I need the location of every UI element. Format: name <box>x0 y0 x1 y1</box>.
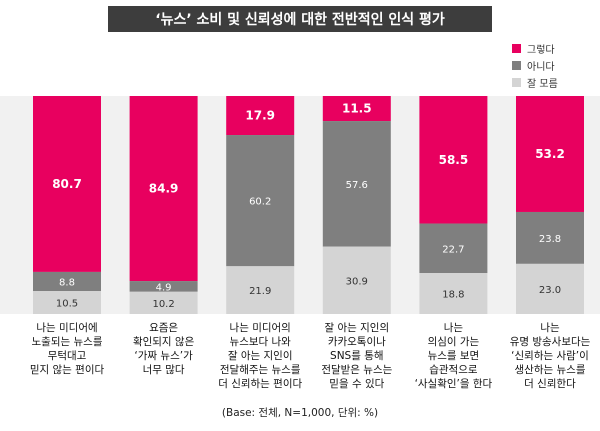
data-label-yes: 17.9 <box>245 109 275 123</box>
bar-segment-yes <box>129 96 198 282</box>
legend-item-no: 아니다 <box>512 57 558 74</box>
legend-item-unsure: 잘 모름 <box>512 74 558 91</box>
legend-label-no: 아니다 <box>527 62 555 73</box>
bar-segment-unsure <box>419 273 488 314</box>
data-label-unsure: 18.8 <box>442 290 464 301</box>
data-label-unsure: 10.2 <box>152 299 174 310</box>
bar-segment-unsure <box>516 263 584 314</box>
legend-item-yes: 그렇다 <box>512 40 558 57</box>
bar-segment-no <box>33 271 101 292</box>
category-label: 나는 의심이 가는 뉴스를 보면 습관적으로 ‘사실확인’을 한다 <box>414 322 493 390</box>
category-label: 나는 미디어에 노출되는 뉴스를 무턱대고 믿지 않는 편이다 <box>29 322 105 376</box>
category-label: 나는 미디어의 뉴스보다 나와 잘 아는 지인이 전달해주는 뉴스를 더 신뢰하… <box>218 322 303 390</box>
bar-segment-no <box>322 121 391 247</box>
chart-title: ‘뉴스’ 소비 및 신뢰성에 대한 전반적인 인식 평가 <box>108 6 492 32</box>
category-label: 잘 아는 지인의 카카오톡이나 SNS를 통해 전달받은 뉴스는 믿을 수 있다 <box>321 322 393 390</box>
category-label: 나는 유명 방송사보다는 ‘신뢰하는 사람’이 생산하는 뉴스를 더 신뢰한다 <box>509 322 591 390</box>
data-label-yes: 80.7 <box>52 177 82 191</box>
bar-segment-no <box>129 281 198 292</box>
legend-swatch-yes <box>512 44 521 53</box>
bar-segment-yes <box>419 96 488 224</box>
data-label-no: 60.2 <box>249 197 271 208</box>
data-label-no: 22.7 <box>442 244 464 255</box>
bar-segment-unsure <box>226 266 295 314</box>
bar-segment-unsure <box>322 246 391 314</box>
data-label-unsure: 30.9 <box>346 276 368 287</box>
legend: 그렇다 아니다 잘 모름 <box>512 40 558 91</box>
data-label-yes: 58.5 <box>439 153 469 167</box>
category-label: 요즘은 확인되지 않은 ‘가짜 뉴스’가 너무 많다 <box>132 322 195 376</box>
data-label-no: 4.9 <box>156 282 172 293</box>
legend-swatch-unsure <box>512 78 521 87</box>
bar-segment-no <box>516 211 584 264</box>
legend-swatch-no <box>512 61 521 70</box>
legend-label-unsure: 잘 모름 <box>527 79 558 90</box>
data-label-unsure: 21.9 <box>249 286 271 297</box>
data-label-no: 57.6 <box>346 180 368 191</box>
bar-segment-no <box>226 135 295 267</box>
footnote: (Base: 전체, N=1,000, 단위: %) <box>221 407 379 419</box>
bar-segment-yes <box>226 96 295 136</box>
data-label-yes: 84.9 <box>149 182 179 196</box>
bar-segment-yes <box>33 96 101 272</box>
data-label-unsure: 10.5 <box>56 299 78 310</box>
legend-label-yes: 그렇다 <box>527 45 555 56</box>
bar-segment-yes <box>322 96 391 122</box>
data-label-no: 8.8 <box>59 278 75 289</box>
data-label-unsure: 23.0 <box>539 285 561 296</box>
data-label-no: 23.8 <box>539 234 561 245</box>
bar-segment-no <box>419 223 488 274</box>
bar-segment-unsure <box>33 291 101 314</box>
data-label-yes: 11.5 <box>342 102 372 116</box>
bar-segment-unsure <box>129 291 198 314</box>
bar-segment-yes <box>516 96 584 212</box>
data-label-yes: 53.2 <box>535 147 565 161</box>
